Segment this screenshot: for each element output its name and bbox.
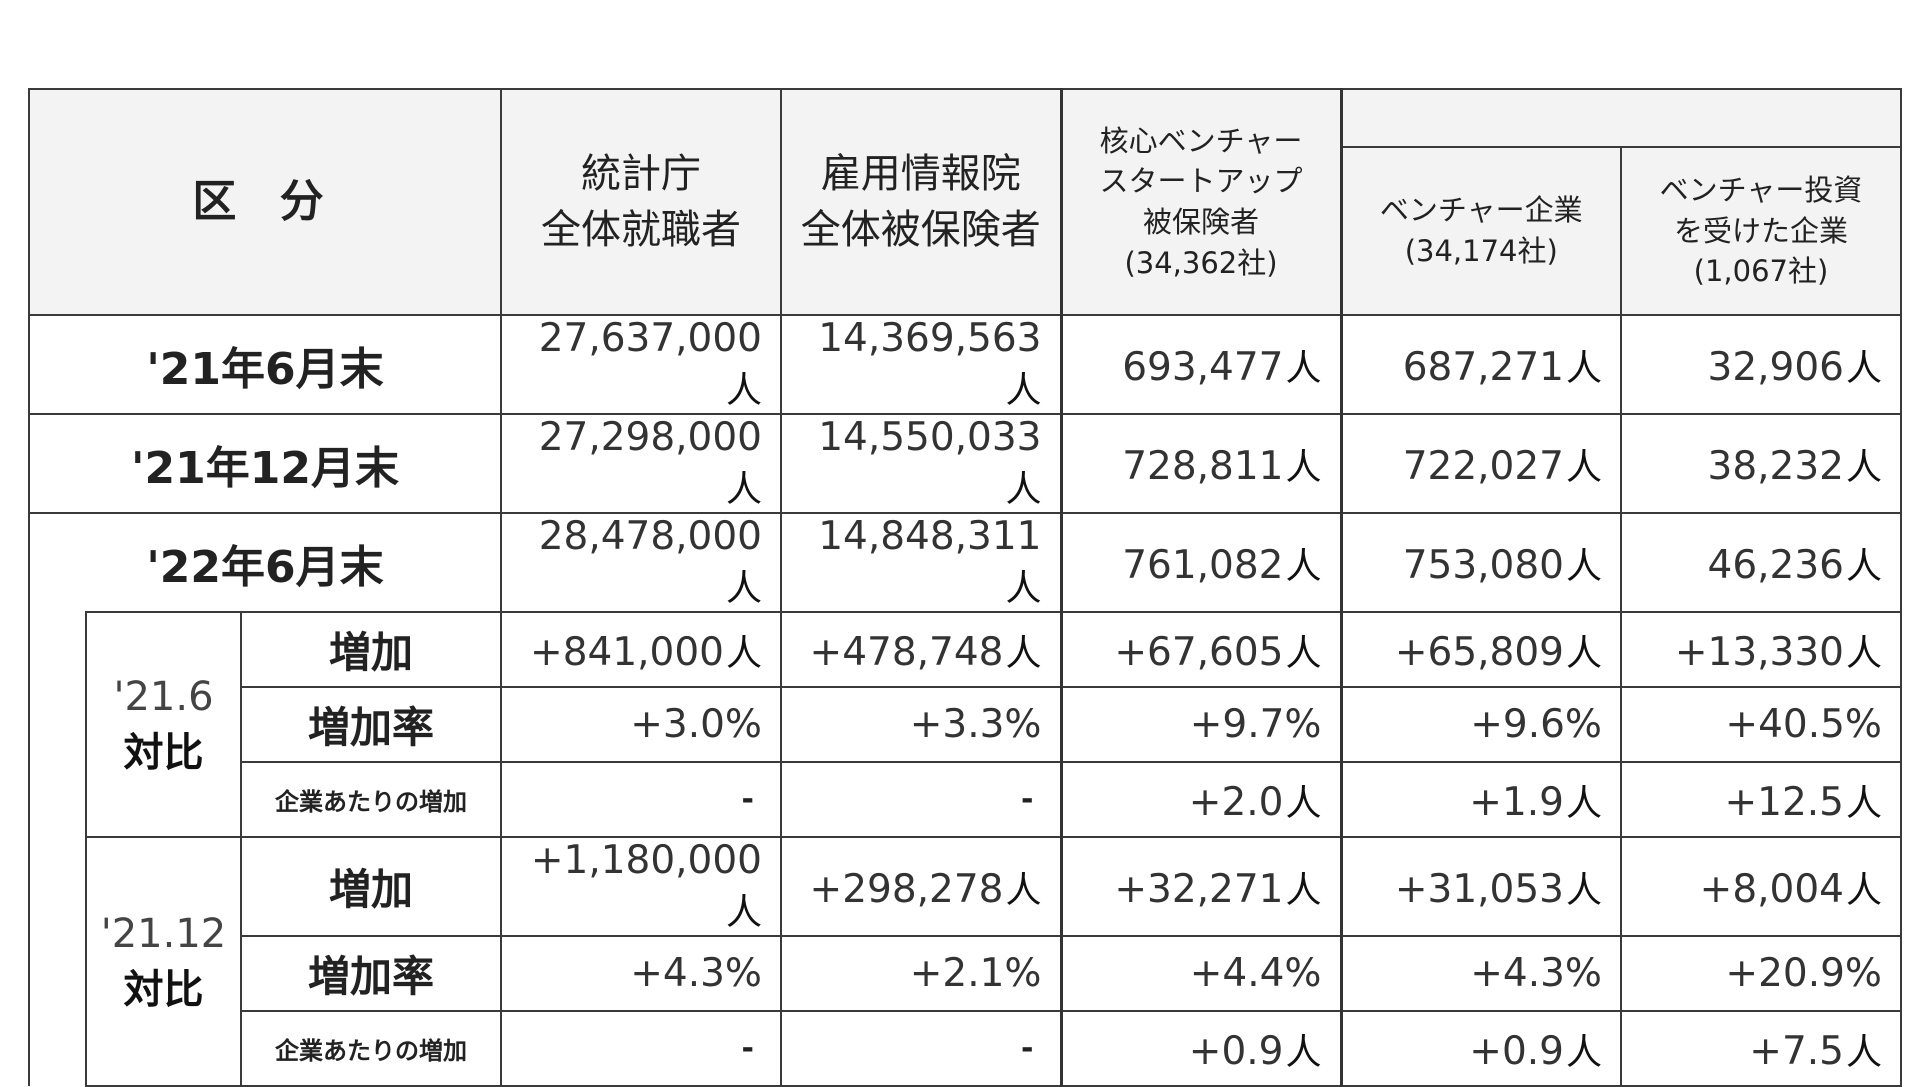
value-cell: 728,811人 (1059, 413, 1343, 514)
employment-statistics-table: 区 分 統計庁 全体就職者 雇用情報院 全体被保険者 核心ベンチャー スタートアップ被… (28, 88, 1902, 1087)
metric-label: 企業あたりの増加 (240, 761, 502, 838)
value-cell: 687,271人 (1340, 314, 1622, 415)
value-cell: +2.0人 (1059, 761, 1343, 838)
metric-label: 増加率 (240, 935, 502, 1012)
table-row: 増加率 +3.0% +3.3% +9.7% +9.6% +40.5% (29, 686, 1902, 763)
value-cell: +20.9% (1620, 935, 1902, 1012)
table-row: 増加率 +4.3% +2.1% +4.4% +4.3% +20.9% (29, 935, 1902, 1012)
table-row: '21.6 対比 増加 +841,000人 +478,748人 +67,605人 … (28, 611, 1902, 1086)
value-cell: 32,906人 (1620, 314, 1902, 415)
value-cell: +2.1% (780, 935, 1062, 1012)
value-cell: +13,330人 (1620, 611, 1902, 688)
value-cell: 753,080人 (1340, 512, 1622, 613)
value-cell: - (500, 1010, 782, 1087)
value-cell: +9.6% (1340, 686, 1622, 763)
value-cell: +12.5人 (1620, 761, 1902, 838)
comparison-group-label: '21.12 対比 (85, 836, 242, 1087)
value-cell: 14,550,033人 (780, 413, 1062, 514)
value-cell: 722,027人 (1340, 413, 1622, 514)
value-cell: 28,478,000人 (500, 512, 782, 613)
value-cell: +4.3% (500, 935, 782, 1012)
value-cell: 14,369,563人 (780, 314, 1062, 415)
indent-spacer (28, 612, 87, 1086)
value-cell: - (780, 761, 1062, 838)
value-cell: +1.9人 (1340, 761, 1622, 838)
value-cell: 27,298,000人 (500, 413, 782, 514)
header-venture-invested-companies: ベンチャー投資 を受けた企業 (1,067社) (1620, 146, 1902, 316)
category-header: 区 分 (28, 88, 502, 316)
value-cell: +478,748人 (780, 611, 1062, 688)
period-label: '21年6月末 (28, 314, 502, 415)
value-cell: +3.0% (500, 686, 782, 763)
header-group-blank (1340, 88, 1902, 148)
header-statistics-total-employed: 統計庁 全体就職者 (500, 88, 782, 316)
value-cell: +0.9人 (1340, 1010, 1622, 1087)
value-cell: +31,053人 (1340, 836, 1622, 937)
value-cell: +4.4% (1059, 935, 1343, 1012)
value-cell: +0.9人 (1059, 1010, 1343, 1087)
value-cell: +3.3% (780, 686, 1062, 763)
value-cell: +9.7% (1059, 686, 1343, 763)
value-cell: 693,477人 (1059, 314, 1343, 415)
table-row: '21.12 対比 増加 +1,180,000人 +298,278人 +32,27… (29, 836, 1902, 1087)
value-cell: +8,004人 (1620, 836, 1902, 937)
table-row: '22年6月末 28,478,000人 14,848,311人 761,082人… (28, 512, 1902, 613)
period-label: '22年6月末 (28, 512, 502, 612)
value-cell: +32,271人 (1059, 836, 1343, 937)
value-cell: +40.5% (1620, 686, 1902, 763)
value-cell: 27,637,000人 (500, 314, 782, 415)
metric-label: 増加 (240, 611, 502, 688)
metric-label: 増加 (240, 836, 502, 937)
table-row: '21年12月末 27,298,000人 14,550,033人 728,811… (28, 413, 1902, 514)
header-employment-info-insured: 雇用情報院 全体被保険者 (780, 88, 1062, 316)
value-cell: - (500, 761, 782, 838)
value-cell: +841,000人 (500, 611, 782, 688)
value-cell: +1,180,000人 (500, 836, 782, 937)
table-row: '21年6月末 27,637,000人 14,369,563人 693,477人… (28, 314, 1902, 415)
comparison-group-label: '21.6 対比 (85, 611, 242, 838)
metric-label: 増加率 (240, 686, 502, 763)
table-row: 企業あたりの増加 - - +2.0人 +1.9人 +12.5人 (29, 761, 1902, 838)
metric-label: 企業あたりの増加 (240, 1010, 502, 1087)
table-row: 企業あたりの増加 - - +0.9人 +0.9人 +7.5人 (29, 1010, 1902, 1087)
value-cell: - (780, 1010, 1062, 1087)
value-cell: +67,605人 (1059, 611, 1343, 688)
value-cell: +65,809人 (1340, 611, 1622, 688)
header-core-venture-startup: 核心ベンチャー スタートアップ 被保険者 (34,362社) (1059, 88, 1343, 316)
value-cell: 38,232人 (1620, 413, 1902, 514)
value-cell: +4.3% (1340, 935, 1622, 1012)
value-cell: 46,236人 (1620, 512, 1902, 613)
value-cell: 761,082人 (1059, 512, 1343, 613)
value-cell: +7.5人 (1620, 1010, 1902, 1087)
value-cell: +298,278人 (780, 836, 1062, 937)
header-venture-companies: ベンチャー企業 (34,174社) (1340, 146, 1622, 316)
period-label: '21年12月末 (28, 413, 502, 514)
value-cell: 14,848,311人 (780, 512, 1062, 613)
